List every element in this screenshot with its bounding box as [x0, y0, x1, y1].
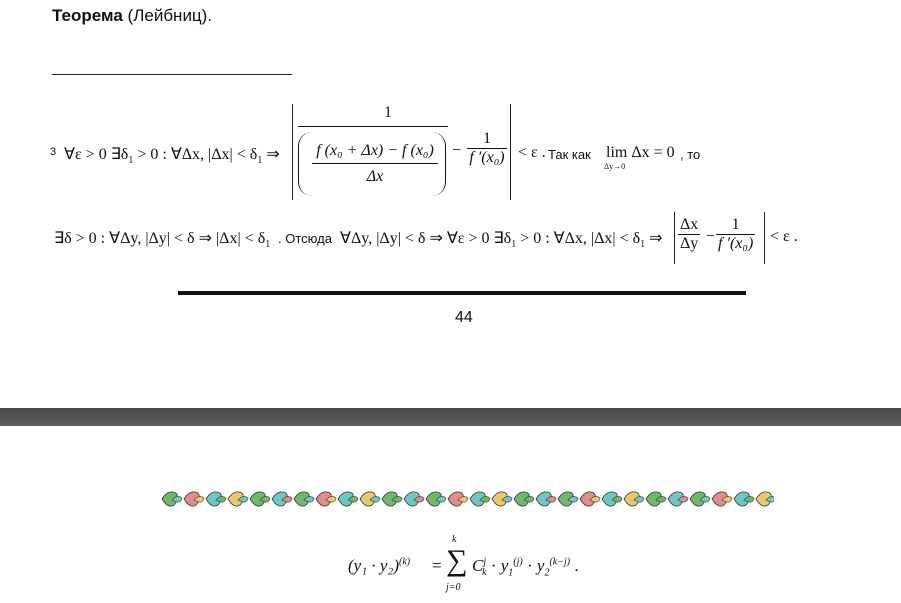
lt-eps: < ε . — [518, 144, 546, 161]
leaf-icon — [611, 496, 623, 503]
leaf-icon — [391, 496, 403, 503]
leaf-icon — [743, 496, 755, 503]
leaf-icon — [369, 496, 381, 503]
lim-expr: lim Δy→0 Δx = 0 — [604, 144, 675, 171]
leaf-icon — [501, 496, 513, 503]
abs-bar-left — [292, 104, 293, 200]
frac-dx-dy: Δx Δy — [678, 216, 701, 252]
text-then: , то — [680, 147, 701, 162]
leaf-icon — [655, 496, 667, 503]
abs-bar-right — [510, 104, 511, 200]
leaf-icon — [171, 496, 183, 503]
footnote-l1-quantifiers: ∀ε > 0 ∃δ1 > 0 : ∀Δx, |Δx| < δ1 ⇒ — [64, 146, 280, 167]
leaf-icon — [523, 496, 535, 503]
leaf-icon — [765, 496, 774, 503]
theorem-label: Теорема — [52, 6, 123, 25]
sum-upper: k — [452, 534, 457, 545]
inner-denominator: Δx — [366, 168, 384, 185]
leaf-icon — [699, 496, 711, 503]
inner-numerator: f (x₀ + Δx) − f (x₀) — [316, 142, 434, 159]
text-since: Так как — [548, 147, 591, 162]
leaf-icon — [259, 496, 271, 503]
big-parenthesis — [298, 132, 446, 196]
minus-sign-2: − — [706, 228, 716, 245]
leaf-icon — [215, 496, 227, 503]
footnote-l2-part1: ∃δ > 0 : ∀Δy, |Δy| < δ ⇒ |Δx| < δ1 — [54, 230, 271, 251]
leibniz-formula: (y₁ · y₂)(k) = k ∑ j=0 Cjk · y1(j) · y2(… — [348, 534, 608, 596]
leaf-icon — [479, 496, 491, 503]
leaf-icon — [457, 496, 469, 503]
leaf-icon — [193, 496, 205, 503]
theorem-name: (Лейбниц). — [127, 6, 213, 25]
leaf-icon — [281, 496, 293, 503]
equals-sign: = — [432, 556, 442, 575]
lt-eps-2: < ε . — [770, 228, 798, 245]
formula-lhs: (y₁ · y₂)(k) — [348, 556, 411, 575]
text-hence: . Отсюда — [278, 231, 332, 246]
footnote-l1-big-fraction: 1 — [384, 104, 392, 121]
leaf-icon — [237, 496, 249, 503]
page-bottom-rule — [178, 291, 746, 295]
leaf-icon — [589, 496, 601, 503]
sum-lower: j=0 — [446, 582, 461, 593]
leaf-icon — [413, 496, 425, 503]
page-gap-divider — [0, 408, 901, 426]
leaf-icon — [633, 496, 645, 503]
leaf-icon — [303, 496, 315, 503]
sum-sign: ∑ — [446, 544, 468, 577]
footnote-separator — [52, 74, 292, 75]
leaf-icon — [347, 496, 359, 503]
leaf-icon — [325, 496, 337, 503]
leaf-icon — [677, 496, 689, 503]
leaf-border-ornament-icon — [161, 491, 774, 507]
formula-rhs: Cjk · y1(j) · y2(k−j) . — [472, 556, 579, 579]
theorem-title: Теорема (Лейбниц). — [52, 6, 212, 26]
footnote-l2-part2: ∀Δy, |Δy| < δ ⇒ ∀ε > 0 ∃δ1 > 0 : ∀Δx, |Δ… — [340, 230, 663, 251]
footnote-marker: 3 — [50, 146, 57, 158]
minus-sign: − — [452, 142, 462, 159]
leaf-icon — [567, 496, 579, 503]
leaf-icon — [545, 496, 557, 503]
leaf-icon — [435, 496, 447, 503]
page-number: 44 — [455, 309, 473, 326]
leaf-icon — [721, 496, 733, 503]
